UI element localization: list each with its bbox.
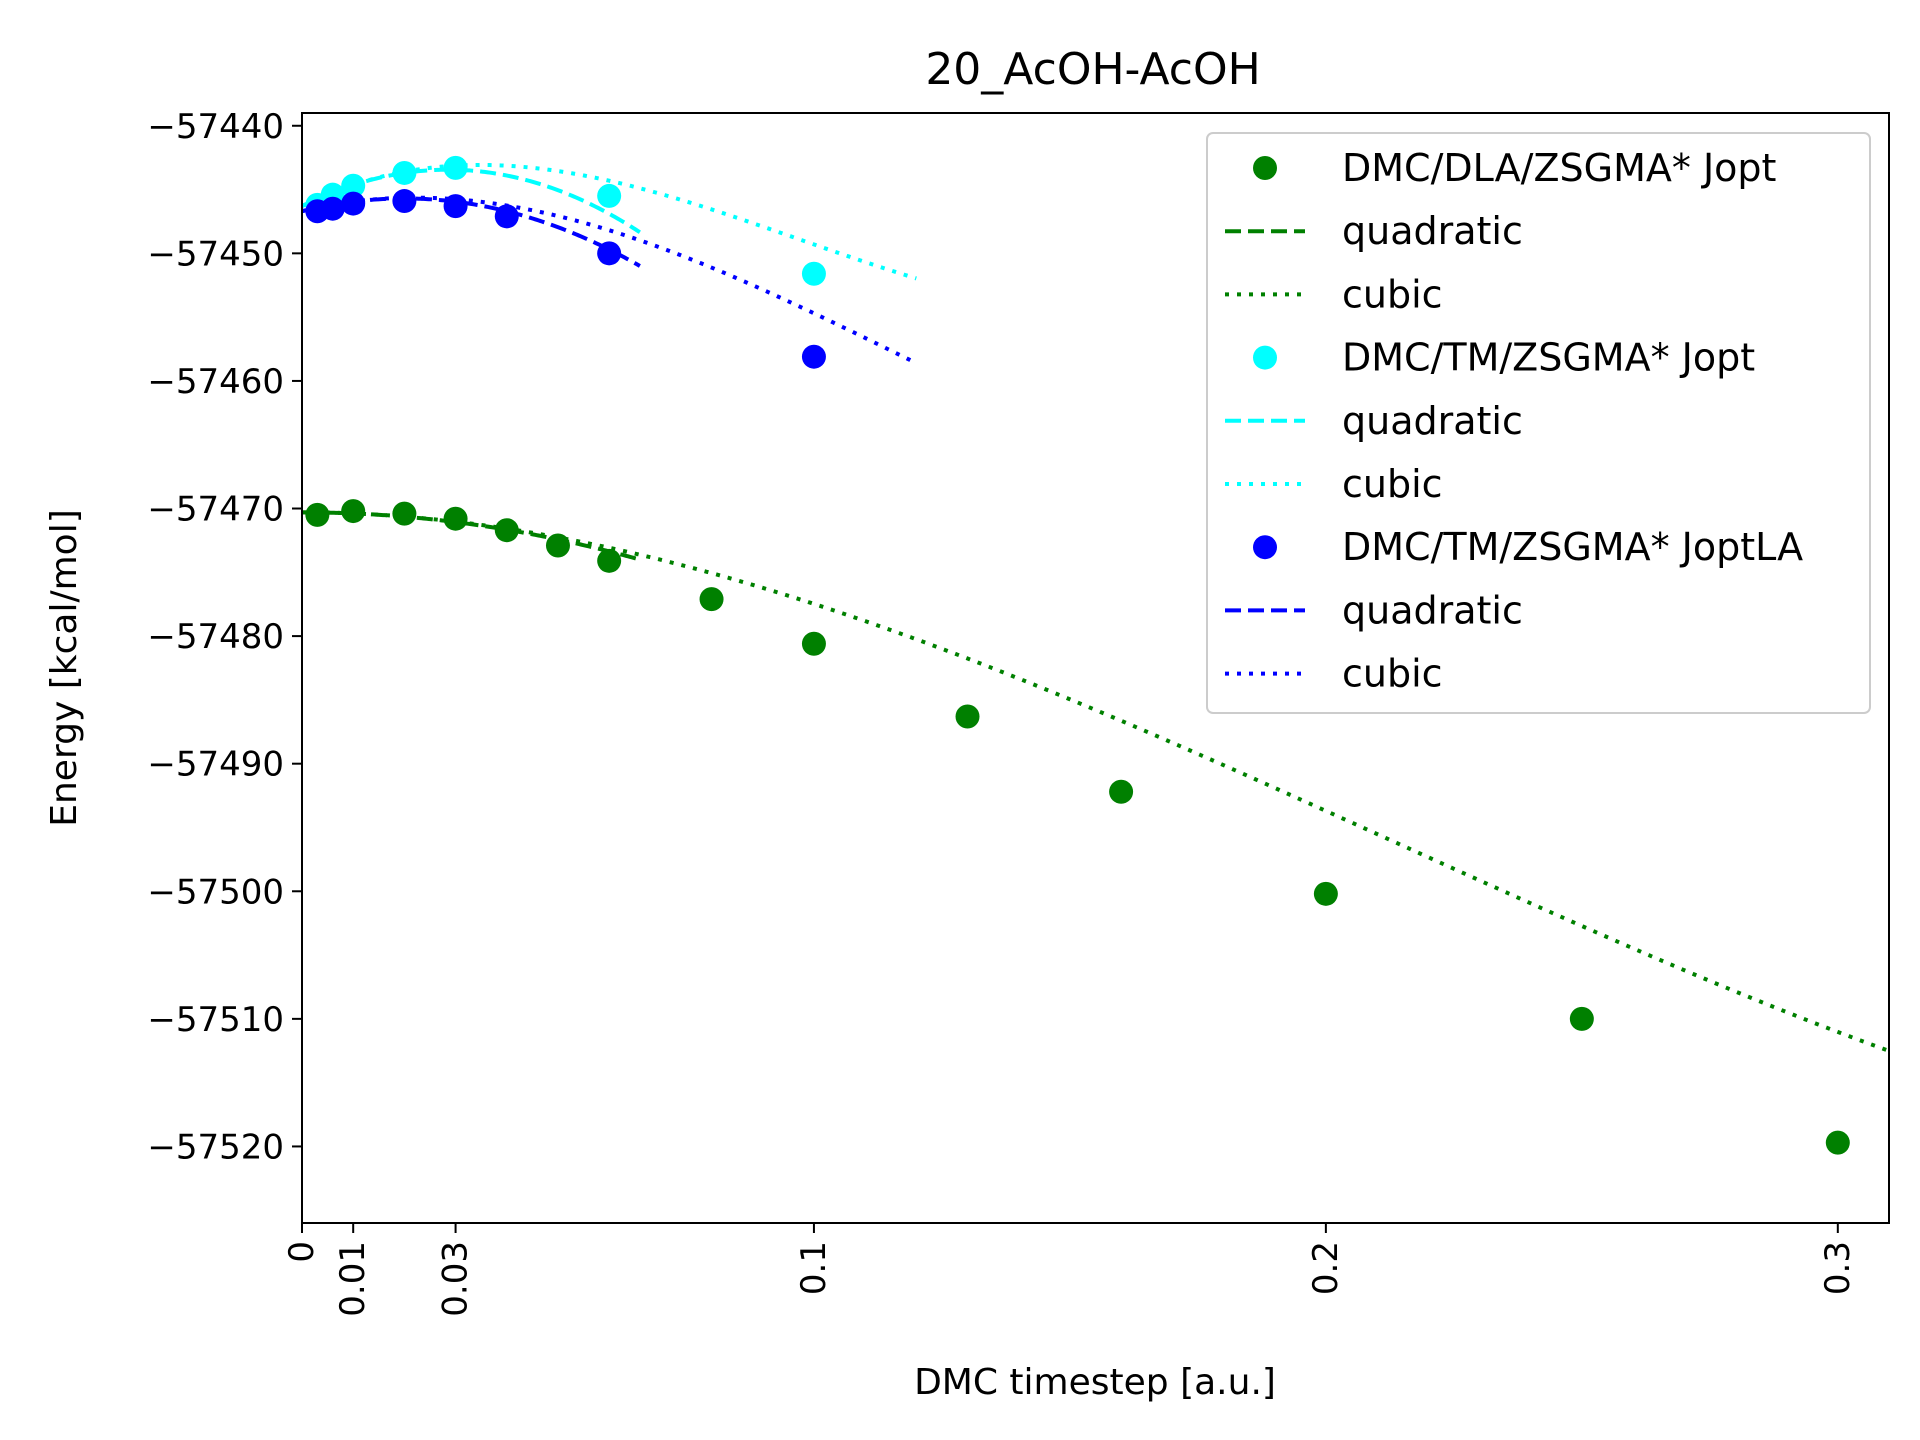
data-point [341,499,366,524]
legend-label: quadratic [1342,399,1523,443]
legend-marker [1253,156,1277,180]
legend-label: DMC/TM/ZSGMA* Jopt [1342,336,1755,380]
data-point [1313,881,1338,906]
legend-label: quadratic [1342,588,1523,632]
data-point [341,173,366,198]
x-axis-label: DMC timestep [a.u.] [914,1362,1276,1403]
data-point [801,631,826,656]
data-point [305,502,330,527]
x-tick-label: 0.3 [1818,1241,1858,1295]
data-point [597,548,622,573]
x-tick-label: 0.01 [333,1241,373,1317]
data-point [443,506,468,531]
plot-frame [301,112,1890,1224]
y-tick-label: −57440 [147,107,284,147]
y-tick-label: −57520 [147,1127,284,1167]
legend-label: cubic [1342,462,1443,506]
data-point [392,189,417,214]
data-point [545,533,570,558]
data-point [955,704,980,729]
data-point [597,183,622,208]
y-tick-label: −57510 [147,1000,284,1040]
legend-marker [1253,345,1277,370]
x-tick-label: 0.2 [1306,1241,1346,1295]
x-tick-label: 0.03 [436,1241,476,1317]
data-point [320,196,345,221]
y-tick-label: −57450 [147,234,284,274]
data-point [443,155,468,180]
y-tick-label: −57460 [147,362,284,402]
data-point [1569,1006,1594,1031]
legend-frame [1206,132,1871,714]
data-point [699,587,724,612]
data-point [341,191,366,216]
x-tick-label: 0 [282,1241,322,1263]
legend: DMC/DLA/ZSGMA* Jopt quadratic cubic DMC/TM/… [1206,132,1871,714]
data-points-layer [305,155,1850,1155]
y-tick-label: −57470 [147,490,284,530]
y-tick-label: −57480 [147,617,284,657]
data-point [494,204,519,229]
y-axis-label: Energy [kcal/mol] [44,509,85,827]
data-point [597,241,622,266]
plot-area [302,155,1889,1155]
data-point [494,518,519,543]
legend-label: cubic [1342,272,1443,316]
legend-entries: DMC/DLA/ZSGMA* Jopt quadratic cubic DMC/TM/… [1225,146,1803,696]
data-point [801,261,826,286]
x-tick-label: 0.1 [794,1241,834,1295]
y-axis: −57440 −57450 −57460 −57470 −57480 −57490 −575… [147,107,302,1167]
data-point [1109,779,1134,804]
legend-label: cubic [1342,652,1443,696]
data-point [392,501,417,526]
legend-label: quadratic [1342,209,1523,253]
legend-label: DMC/DLA/ZSGMA* Jopt [1342,146,1776,190]
legend-marker [1253,535,1277,560]
legend-label: DMC/TM/ZSGMA* JoptLA [1342,525,1803,569]
chart-title: 20_AcOH-AcOH [925,44,1260,95]
data-point [801,344,826,369]
data-point [443,194,468,219]
data-point [1825,1130,1850,1155]
data-point [392,160,417,185]
y-tick-label: −57490 [147,745,284,785]
x-axis: 0 0.01 0.03 0.1 0.2 0.3 [282,1223,1858,1317]
y-tick-label: −57500 [147,872,284,912]
